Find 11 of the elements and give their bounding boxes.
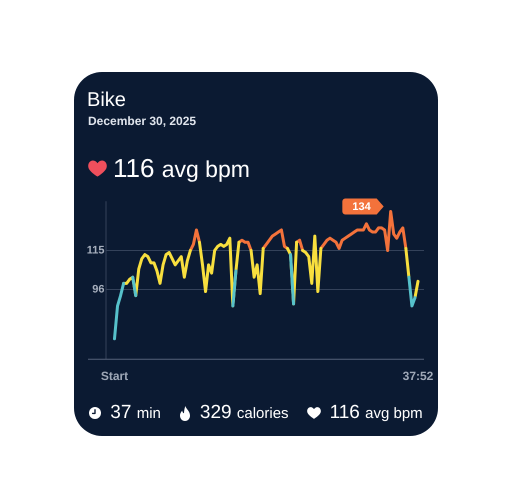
text: 37 min <box>110 402 161 423</box>
data-label: 134 <box>352 201 372 214</box>
y-tick-label: 115 <box>86 244 104 257</box>
chart-subtitle: December 30, 2025 <box>88 114 196 128</box>
x-tick-label: Start <box>100 368 128 383</box>
text: 329 calories <box>200 402 289 423</box>
text: 116 avg bpm <box>330 402 423 423</box>
text: 116 avg bpm <box>113 153 250 183</box>
x-tick-label: 37:52 <box>402 368 434 383</box>
y-tick-label: 96 <box>92 284 104 296</box>
chart-title: Bike <box>87 89 126 111</box>
